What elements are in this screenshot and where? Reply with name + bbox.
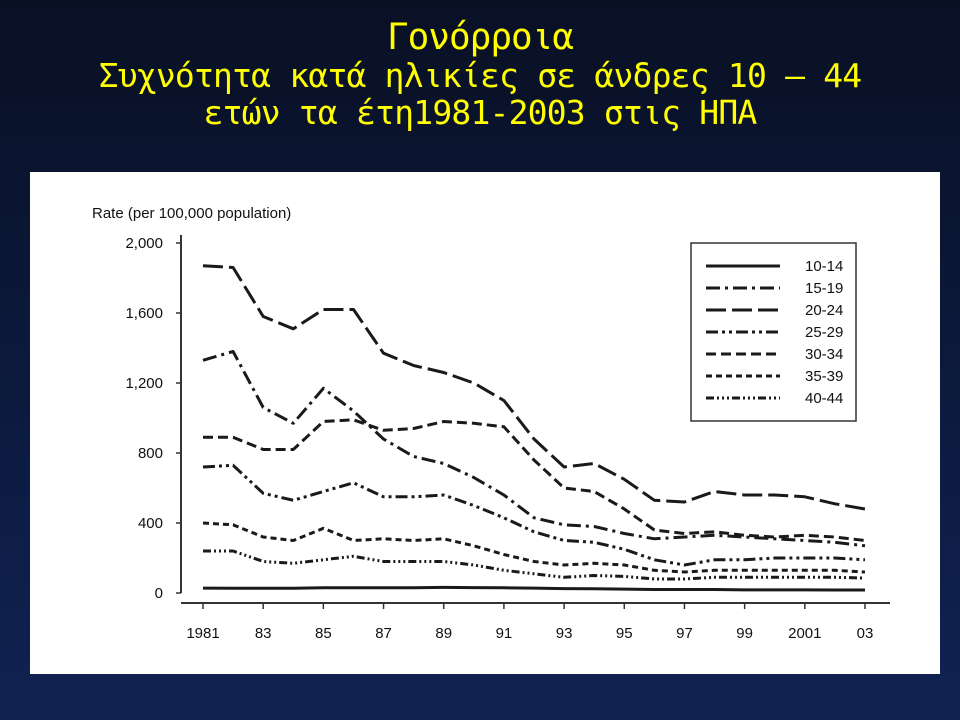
y-tick-label: 400 (138, 515, 163, 532)
legend-box (690, 242, 857, 422)
line-chart: Rate (per 100,000 population) 0 400 800 1,20… (92, 205, 890, 642)
title-line-1: Γονόρροια (386, 17, 574, 58)
y-tick-label: 1,600 (125, 305, 163, 322)
series-line-10-14 (202, 585, 865, 592)
y-axis-title: Rate (per 100,000 population) (92, 205, 291, 222)
x-tick-label: 91 (496, 625, 513, 642)
y-tick-label: 800 (138, 445, 163, 462)
legend-label-15-19: 15-19 (805, 280, 843, 297)
x-tick-label: 87 (375, 625, 392, 642)
legend-label-40-44: 40-44 (805, 390, 843, 407)
series-line-15-19 (202, 350, 866, 548)
x-tick-label: 89 (435, 625, 452, 642)
y-tick-label: 1,200 (125, 375, 163, 392)
title-line-3: ετών τα έτη1981-2003 στις ΗΠΑ (203, 93, 758, 133)
series-line-30-34 (203, 418, 866, 542)
title-line-2: Συχνότητα κατά ηλικίες σε άνδρες 10 – 44 (98, 56, 863, 96)
chart-axes: Rate (per 100,000 population) 0 400 800 1,20… (92, 205, 890, 642)
legend-label-20-24: 20-24 (805, 302, 843, 319)
x-tick-label: 1981 (186, 625, 219, 642)
legend-label-35-39: 35-39 (805, 368, 843, 385)
series-line-25-29 (202, 463, 866, 567)
x-tick-label: 03 (857, 625, 874, 642)
legend-label-25-29: 25-29 (805, 324, 843, 341)
legend-label-30-34: 30-34 (805, 346, 843, 363)
y-tick-label: 0 (155, 585, 163, 602)
x-tick-label: 95 (616, 625, 633, 642)
x-tick-label: 97 (676, 625, 693, 642)
chart-panel: Rate (per 100,000 population) 0 400 800 1,20… (30, 172, 940, 674)
x-tick-label: 99 (736, 625, 753, 642)
series-line-40-44 (203, 549, 866, 581)
slide-title: Γονόρροια Συχνότητα κατά ηλικίες σε άνδρ… (0, 17, 960, 133)
y-tick-label: 2,000 (125, 235, 163, 252)
x-tick-label: 93 (556, 625, 573, 642)
legend-label-10-14: 10-14 (805, 258, 843, 275)
x-tick-label: 85 (315, 625, 332, 642)
chart-legend: 10-14 15-19 20-24 25-29 30-34 35-39 40-44 (690, 242, 857, 422)
series-line-35-39 (202, 521, 866, 574)
chart-series (202, 264, 866, 592)
series-line-20-24 (202, 264, 866, 511)
x-tick-label: 2001 (788, 625, 821, 642)
x-tick-label: 83 (255, 625, 272, 642)
